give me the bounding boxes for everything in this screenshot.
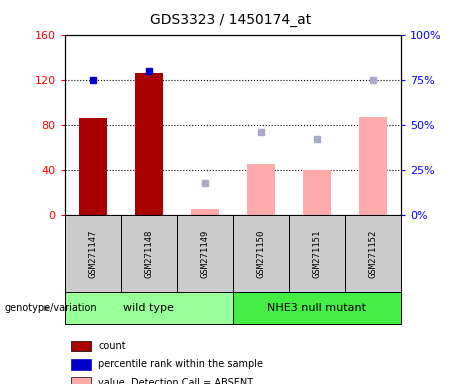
Bar — [65, 215, 121, 292]
Bar — [233, 215, 289, 292]
Text: value, Detection Call = ABSENT: value, Detection Call = ABSENT — [98, 378, 253, 384]
Bar — [65, 292, 233, 324]
Bar — [71, 359, 91, 370]
Bar — [303, 170, 331, 215]
Text: GSM271147: GSM271147 — [88, 229, 97, 278]
Bar — [289, 215, 345, 292]
Bar — [247, 164, 275, 215]
Bar — [345, 215, 401, 292]
Bar — [191, 209, 219, 215]
Bar — [135, 73, 163, 215]
Bar — [71, 341, 91, 351]
Text: GSM271151: GSM271151 — [313, 229, 321, 278]
Bar — [359, 117, 387, 215]
Text: GSM271150: GSM271150 — [256, 229, 266, 278]
Text: percentile rank within the sample: percentile rank within the sample — [98, 359, 263, 369]
Bar — [71, 377, 91, 384]
Bar — [233, 292, 401, 324]
Bar — [177, 215, 233, 292]
Bar — [78, 118, 106, 215]
Text: wild type: wild type — [123, 303, 174, 313]
Text: GDS3323 / 1450174_at: GDS3323 / 1450174_at — [150, 13, 311, 27]
Bar — [121, 215, 177, 292]
Text: count: count — [98, 341, 126, 351]
Text: GSM271148: GSM271148 — [144, 229, 153, 278]
Text: NHE3 null mutant: NHE3 null mutant — [267, 303, 366, 313]
Text: GSM271152: GSM271152 — [368, 229, 378, 278]
Text: GSM271149: GSM271149 — [200, 229, 209, 278]
Text: genotype/variation: genotype/variation — [5, 303, 97, 313]
